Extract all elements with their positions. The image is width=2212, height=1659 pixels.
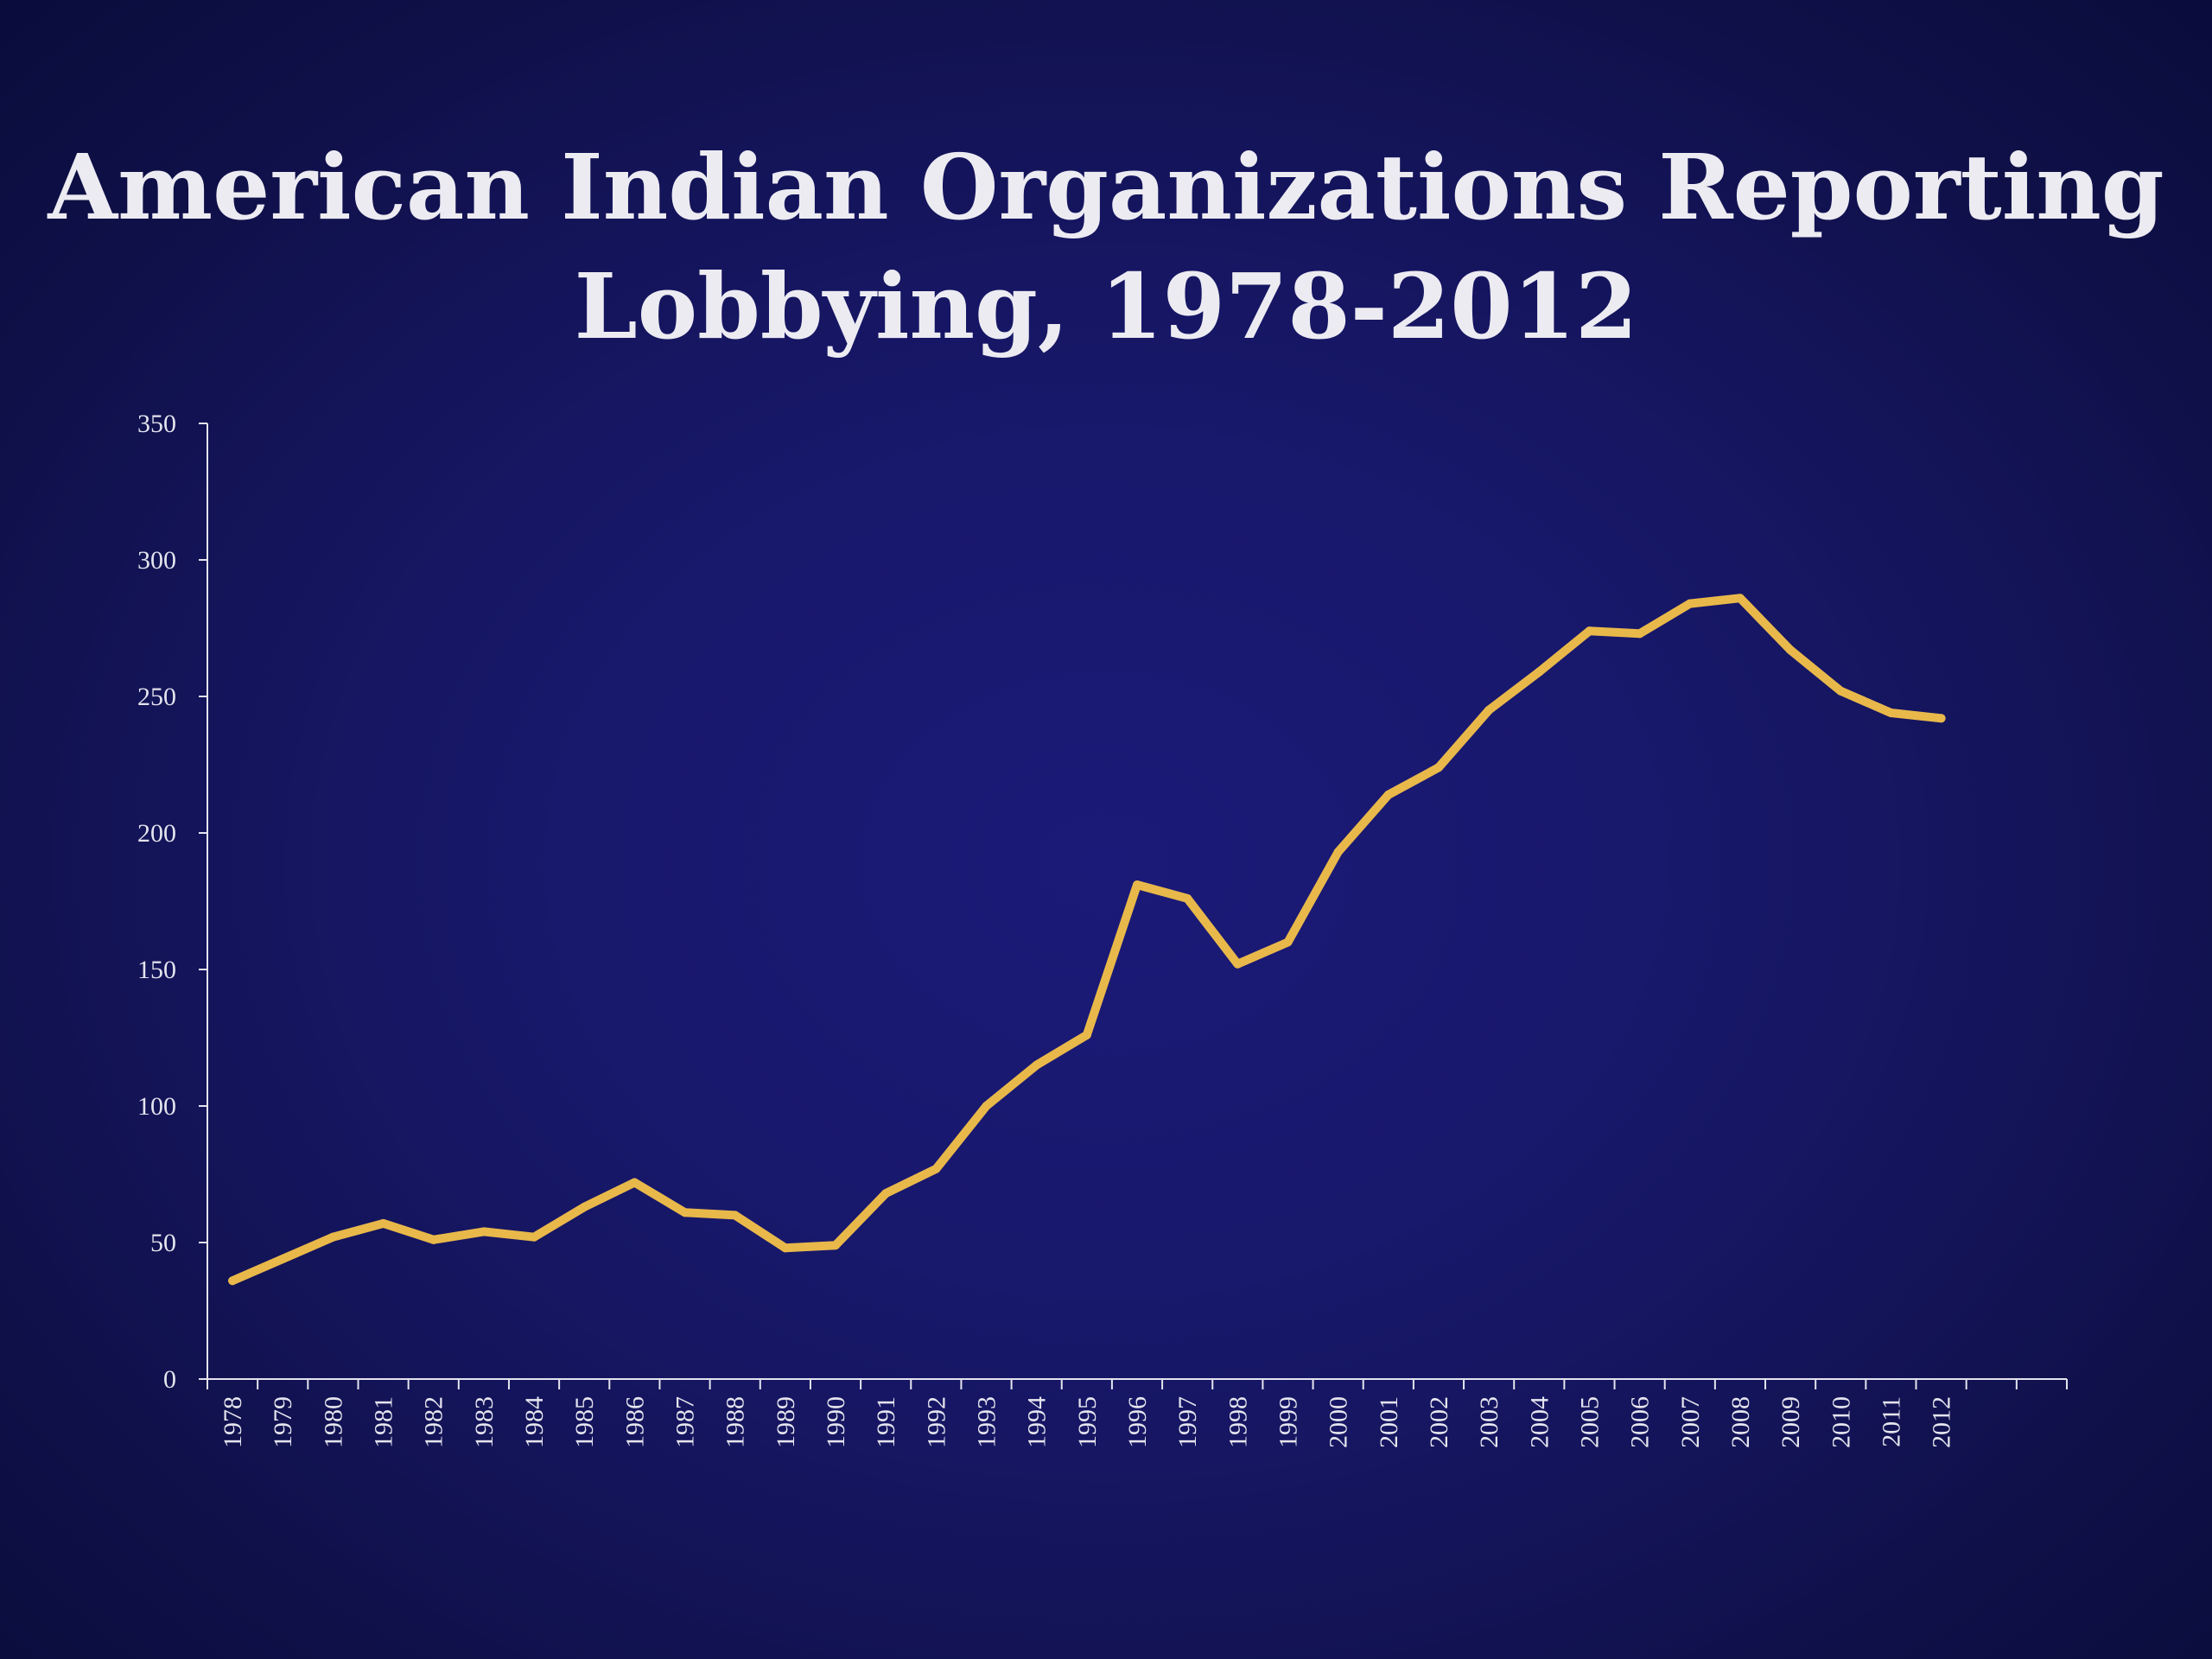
x-tick-label: 1982 xyxy=(420,1396,448,1448)
y-tick-label: 100 xyxy=(137,1092,176,1121)
data-point xyxy=(1032,1060,1041,1070)
x-tick-label: 1996 xyxy=(1123,1396,1152,1448)
data-point xyxy=(1484,705,1494,715)
x-tick-label: 1979 xyxy=(269,1396,297,1448)
data-point xyxy=(1383,790,1393,799)
data-point xyxy=(1685,599,1694,608)
data-point xyxy=(1082,1030,1091,1039)
x-tick-label: 1978 xyxy=(219,1396,247,1448)
x-tick-label: 2004 xyxy=(1525,1396,1554,1448)
data-point xyxy=(680,1208,690,1217)
data-point xyxy=(831,1241,841,1250)
data-point xyxy=(931,1164,941,1173)
x-tick-label: 2009 xyxy=(1777,1396,1805,1448)
x-tick-label: 1986 xyxy=(620,1396,649,1448)
data-point xyxy=(1233,959,1243,969)
x-tick-label: 1991 xyxy=(872,1396,900,1448)
x-tick-label: 1997 xyxy=(1173,1396,1202,1448)
x-tick-label: 1992 xyxy=(922,1396,950,1448)
x-tick-label: 1998 xyxy=(1224,1396,1252,1448)
data-point xyxy=(1535,667,1544,677)
series-line xyxy=(228,594,1946,1286)
x-tick-label: 1999 xyxy=(1274,1396,1302,1448)
data-point xyxy=(881,1189,891,1198)
data-point xyxy=(982,1102,991,1110)
x-tick-label: 2007 xyxy=(1676,1396,1705,1448)
x-tick-label: 1988 xyxy=(721,1396,750,1448)
x-tick-label: 1994 xyxy=(1023,1396,1052,1448)
y-tick-label: 350 xyxy=(137,410,176,438)
data-point xyxy=(530,1232,539,1242)
y-tick-label: 250 xyxy=(137,683,176,711)
chart-title: American Indian Organizations Reporting … xyxy=(0,128,2212,366)
x-axis-ticks: 1978 1979 1980 1981 1982 1983 1984 1985 1986 1987… xyxy=(207,1379,2068,1448)
y-tick-label: 150 xyxy=(137,956,176,984)
y-tick-label: 50 xyxy=(150,1229,176,1257)
data-point xyxy=(1635,629,1644,639)
data-point xyxy=(730,1211,740,1220)
x-tick-label: 2006 xyxy=(1626,1396,1655,1448)
x-tick-label: 2000 xyxy=(1325,1396,1353,1448)
x-tick-label: 1984 xyxy=(520,1396,549,1448)
data-point xyxy=(479,1227,488,1236)
x-tick-label: 2011 xyxy=(1877,1396,1905,1447)
x-tick-label: 1985 xyxy=(570,1396,599,1448)
x-tick-label: 1983 xyxy=(470,1396,499,1448)
x-tick-label: 1993 xyxy=(973,1396,1001,1448)
x-tick-label: 2010 xyxy=(1827,1396,1855,1448)
y-tick-label: 0 xyxy=(163,1365,176,1394)
data-point xyxy=(1183,893,1192,903)
data-point xyxy=(1836,686,1846,696)
data-point xyxy=(1433,763,1443,772)
data-point xyxy=(1585,626,1594,636)
x-tick-label: 2008 xyxy=(1726,1396,1755,1448)
data-point xyxy=(228,1276,238,1286)
x-tick-label: 2003 xyxy=(1475,1396,1503,1448)
data-point xyxy=(1786,645,1796,655)
chart-title-line-1: American Indian Organizations Reporting xyxy=(48,134,2164,240)
x-tick-label: 1995 xyxy=(1073,1396,1102,1448)
x-tick-label: 1987 xyxy=(671,1396,700,1448)
data-point xyxy=(1333,848,1343,857)
x-tick-label: 1980 xyxy=(319,1396,347,1448)
y-tick-label: 200 xyxy=(137,819,176,848)
x-tick-label: 2001 xyxy=(1375,1396,1403,1448)
data-point xyxy=(1735,594,1745,603)
data-point xyxy=(429,1235,438,1244)
x-tick-label: 2002 xyxy=(1425,1396,1453,1448)
data-point xyxy=(1936,714,1946,723)
data-point xyxy=(630,1178,639,1187)
chart-title-line-2: Lobbying, 1978-2012 xyxy=(574,253,1638,359)
x-tick-label: 2012 xyxy=(1928,1396,1956,1448)
data-point xyxy=(1886,708,1896,717)
data-point xyxy=(780,1243,790,1253)
series-layer xyxy=(228,594,1946,1286)
data-point xyxy=(378,1218,388,1228)
data-point xyxy=(580,1202,589,1211)
y-axis-ticks: 0 50 100 150 200 250 300 350 xyxy=(137,410,207,1394)
data-point xyxy=(1133,880,1141,890)
data-point xyxy=(278,1254,288,1263)
x-tick-label: 1981 xyxy=(370,1396,398,1448)
data-point xyxy=(1283,938,1293,947)
data-point xyxy=(328,1232,338,1242)
x-tick-label: 1990 xyxy=(822,1396,850,1448)
x-tick-label: 1989 xyxy=(772,1396,800,1448)
chart-axes xyxy=(207,423,2067,1380)
y-tick-label: 300 xyxy=(137,546,176,575)
x-tick-label: 2005 xyxy=(1575,1396,1604,1448)
